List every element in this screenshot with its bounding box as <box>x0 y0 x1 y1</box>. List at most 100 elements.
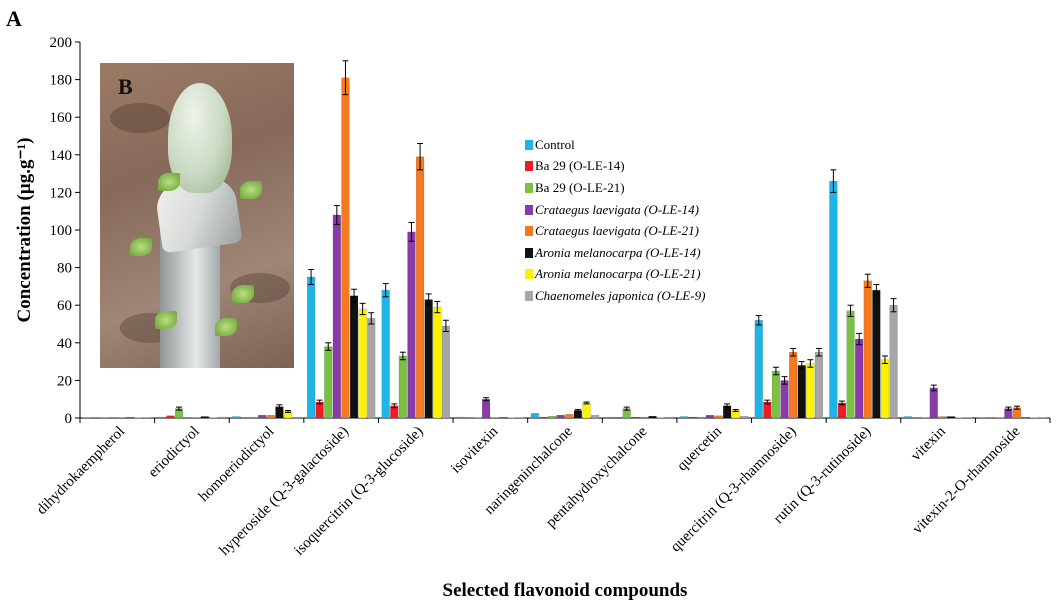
bar <box>855 338 864 419</box>
bar <box>266 414 275 419</box>
bar <box>240 417 250 419</box>
bar <box>367 318 376 419</box>
bar <box>987 417 996 419</box>
bar <box>582 402 591 419</box>
bar <box>126 417 135 419</box>
legend-item: Ba 29 (O-LE-21) <box>525 177 705 199</box>
legend-item: Aronia melanocarpa (O-LE-21) <box>525 264 705 286</box>
bar <box>938 416 947 419</box>
bar <box>829 180 838 419</box>
y-tick-label: 20 <box>57 373 72 389</box>
leaf-graphic <box>130 238 152 256</box>
bar <box>83 417 92 419</box>
legend-swatch <box>525 226 533 237</box>
bar <box>995 417 1004 419</box>
bar <box>548 415 557 419</box>
bar <box>143 417 152 419</box>
bar <box>1038 417 1047 419</box>
y-tick-label: 120 <box>50 185 73 201</box>
bar <box>473 417 482 419</box>
bar <box>806 363 815 419</box>
legend-item: Crataegus laevigata (O-LE-21) <box>525 220 705 242</box>
bar <box>441 325 450 419</box>
leaf-graphic <box>155 311 177 329</box>
bar <box>921 417 930 419</box>
y-tick-label: 160 <box>50 110 73 126</box>
legend-label: Crataegus laevigata (O-LE-14) <box>535 201 699 217</box>
y-axis-title: Concentration (µg.g⁻¹) <box>14 138 35 323</box>
bar <box>797 365 806 419</box>
bar <box>565 414 574 419</box>
legend-label: Aronia melanocarpa (O-LE-14) <box>535 244 701 260</box>
bar <box>929 387 938 419</box>
legend-item: Ba 29 (O-LE-14) <box>525 156 705 178</box>
legend-swatch <box>525 161 533 172</box>
bar <box>108 417 118 419</box>
x-category-label: dihydrokaempherol <box>34 424 128 518</box>
bar <box>258 414 267 419</box>
bar <box>292 416 301 419</box>
bar <box>166 415 175 419</box>
bar <box>183 417 192 419</box>
bar <box>217 416 227 419</box>
x-category-label: quercitrin (Q-3-rhamnoside) <box>668 424 800 556</box>
bar <box>705 414 715 419</box>
bar <box>614 417 623 419</box>
inset-photo <box>100 63 294 368</box>
bar <box>863 280 872 419</box>
legend-swatch <box>525 182 533 193</box>
bar <box>306 276 316 419</box>
bar <box>903 416 913 419</box>
bar <box>157 416 166 419</box>
bar <box>481 399 491 419</box>
bar <box>249 416 258 419</box>
x-category-label: quercetin <box>674 423 725 474</box>
legend-item: Aronia melanocarpa (O-LE-14) <box>525 242 705 264</box>
bar <box>424 299 433 419</box>
legend-swatch <box>525 247 533 258</box>
bar <box>697 416 706 419</box>
bar <box>91 417 100 419</box>
bar <box>349 295 359 419</box>
bar <box>556 414 565 419</box>
bar <box>464 417 473 419</box>
y-tick-label: 80 <box>57 261 72 277</box>
bar <box>763 401 772 419</box>
y-tick-label: 0 <box>65 411 73 427</box>
bar <box>688 416 697 419</box>
bar <box>507 417 516 419</box>
legend-label: Ba 29 (O-LE-14) <box>535 158 625 174</box>
bar <box>912 417 921 419</box>
legend-swatch <box>525 269 533 280</box>
bar <box>456 416 465 419</box>
bar <box>117 417 126 419</box>
y-tick-label: 180 <box>50 73 73 89</box>
x-category-label: isoquercitrin (Q-3-glucoside) <box>291 424 426 559</box>
bar <box>771 370 781 419</box>
bar <box>880 359 890 419</box>
bar <box>846 310 855 419</box>
legend-label: Ba 29 (O-LE-21) <box>535 179 625 195</box>
bar <box>955 417 964 419</box>
bar <box>872 289 881 419</box>
bar <box>315 401 324 419</box>
bar <box>433 306 442 419</box>
bar <box>209 417 218 419</box>
bar <box>192 417 201 419</box>
bar <box>415 156 425 419</box>
bar <box>134 417 143 419</box>
bar <box>946 416 956 419</box>
bar <box>232 416 241 419</box>
legend-swatch <box>525 139 533 150</box>
panel-label-a: A <box>6 6 22 31</box>
legend-label: Control <box>535 136 575 152</box>
legend-swatch <box>525 204 533 215</box>
bar <box>714 415 723 419</box>
x-category-label: homoeriodictyol <box>196 424 277 505</box>
bar <box>324 346 333 419</box>
bar <box>398 355 407 419</box>
legend-item: Chaenomeles japonica (O-LE-9) <box>525 285 705 307</box>
chart-legend: Control Ba 29 (O-LE-14) Ba 29 (O-LE-21) Cra… <box>525 134 705 307</box>
bar <box>381 289 390 419</box>
